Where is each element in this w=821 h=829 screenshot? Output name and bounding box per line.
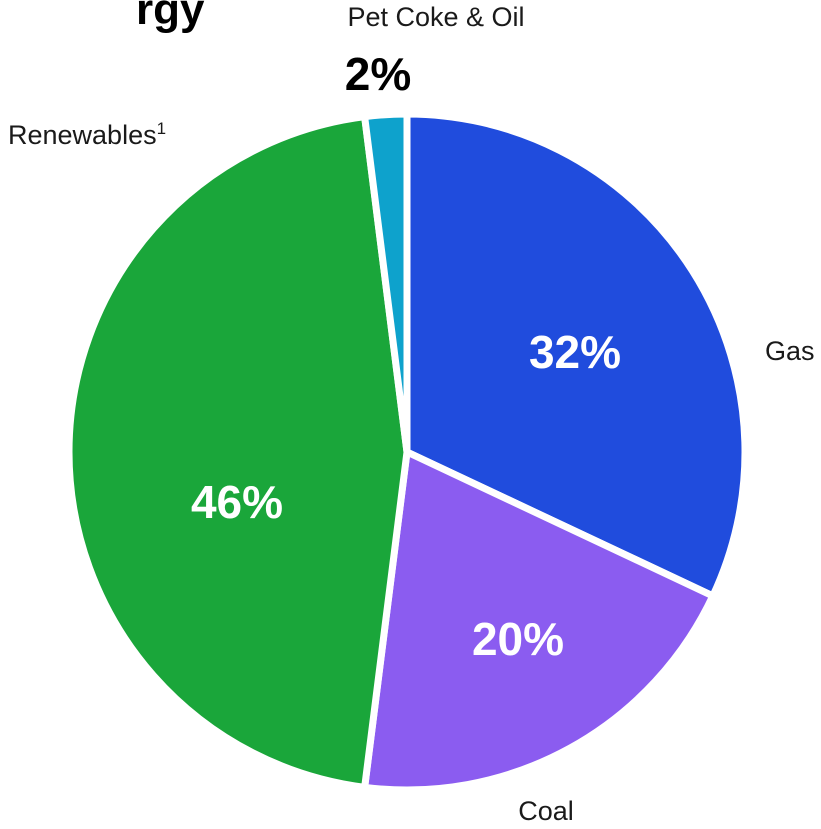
gas-category-label: Gas [765,336,815,366]
renewables-category-label: Renewables1 [8,119,166,150]
pet-coke-oil-value-label: 2% [345,48,411,100]
gas-value-label: 32% [529,326,621,378]
pie-slice-coal [360,446,718,794]
pet-coke-oil-category-label: Pet Coke & Oil [347,2,524,32]
renewables-value-label: 46% [191,476,283,528]
coal-category-label: Coal [518,796,574,826]
pie-slice-gas [403,110,749,601]
chart-title-fragment: rgy [136,0,205,34]
pie-slice-renewables [65,112,411,792]
pie-slices [65,110,749,794]
coal-value-label: 20% [472,613,564,665]
pie-slice-pet-coke-oil [360,110,411,453]
pie-labels: 32% Gas 20% Coal 46% Renewables1 2% Pet … [8,2,815,826]
footnote-marker: 1 [157,119,166,138]
